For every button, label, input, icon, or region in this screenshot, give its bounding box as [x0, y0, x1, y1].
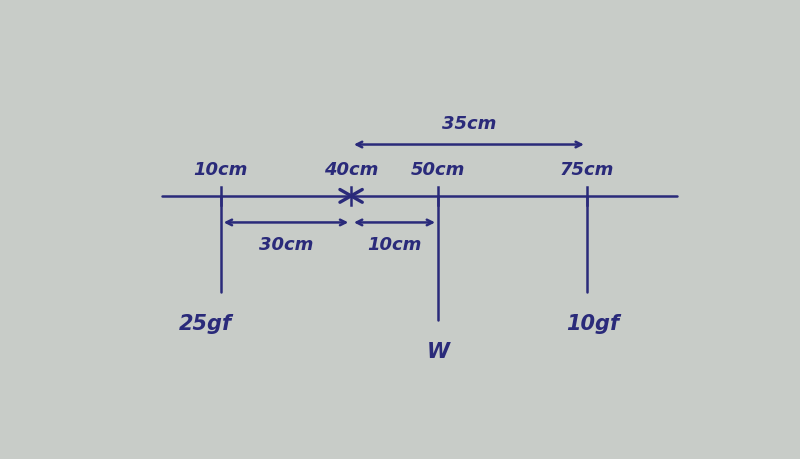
Text: 50cm: 50cm	[410, 161, 465, 179]
Text: 75cm: 75cm	[559, 161, 614, 179]
Text: 40cm: 40cm	[324, 161, 378, 179]
Text: 35cm: 35cm	[442, 115, 496, 133]
Text: 30cm: 30cm	[259, 235, 313, 253]
Text: W: W	[426, 341, 450, 361]
Text: 25gf: 25gf	[179, 313, 232, 333]
Text: 10cm: 10cm	[367, 235, 422, 253]
Text: 10cm: 10cm	[194, 161, 248, 179]
Text: 10gf: 10gf	[566, 313, 619, 333]
